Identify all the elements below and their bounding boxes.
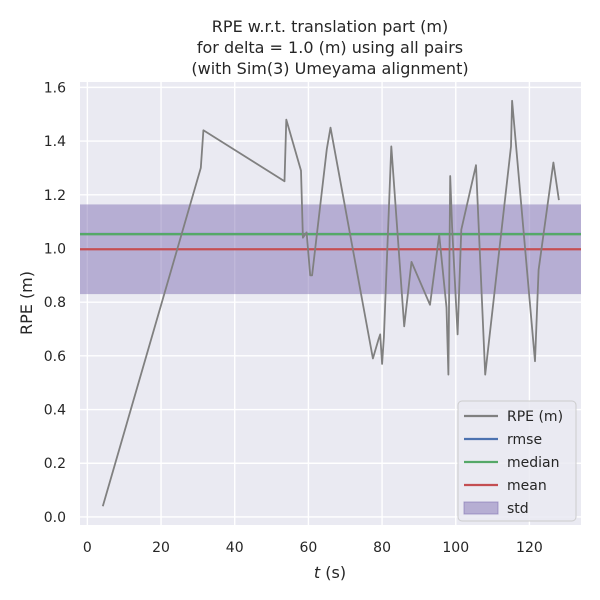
x-tick-label: 80 bbox=[373, 540, 391, 556]
y-tick-label: 0.2 bbox=[44, 456, 66, 472]
y-tick-label: 0.6 bbox=[44, 349, 66, 365]
y-tick-label: 1.0 bbox=[44, 241, 66, 257]
y-tick-label: 1.4 bbox=[44, 134, 66, 150]
legend-label: rmse bbox=[507, 432, 542, 448]
stat-lines-layer bbox=[80, 232, 581, 251]
legend: RPE (m) rmse median mean std bbox=[457, 400, 577, 522]
y-axis-label: RPE (m) bbox=[17, 271, 36, 335]
y-tick-label: 0.8 bbox=[44, 295, 66, 311]
y-tick-label: 0.0 bbox=[44, 510, 66, 526]
y-tick-label: 0.4 bbox=[44, 403, 66, 419]
x-tick-label: 60 bbox=[299, 540, 317, 556]
legend-label: RPE (m) bbox=[507, 409, 563, 425]
legend-label: median bbox=[507, 455, 559, 471]
legend-swatch bbox=[463, 501, 499, 515]
x-tick-label: 20 bbox=[152, 540, 170, 556]
chart-title: RPE w.r.t. translation part (m) for delt… bbox=[191, 17, 468, 78]
x-axis-label: t (s) bbox=[314, 563, 346, 582]
x-axis-variable: t bbox=[314, 563, 321, 582]
x-tick-label: 120 bbox=[516, 540, 543, 556]
y-tick-labels: 0.0 0.2 0.4 0.6 0.8 1.0 1.2 1.4 1.6 bbox=[44, 80, 66, 526]
x-tick-label: 100 bbox=[442, 540, 469, 556]
legend-label: std bbox=[507, 501, 529, 517]
x-tick-label: 0 bbox=[83, 540, 92, 556]
rpe-series-line bbox=[101, 99, 560, 507]
title-line-3: (with Sim(3) Umeyama alignment) bbox=[191, 59, 468, 78]
x-axis-unit: (s) bbox=[320, 563, 346, 582]
y-tick-label: 1.2 bbox=[44, 188, 66, 204]
series-layer bbox=[101, 99, 560, 507]
title-line-2: for delta = 1.0 (m) using all pairs bbox=[197, 38, 463, 57]
x-tick-labels: 0 20 40 60 80 100 120 bbox=[83, 540, 543, 556]
x-tick-label: 40 bbox=[226, 540, 244, 556]
legend-box bbox=[457, 400, 577, 522]
title-line-1: RPE w.r.t. translation part (m) bbox=[212, 17, 448, 36]
y-tick-label: 1.6 bbox=[44, 80, 66, 96]
legend-label: mean bbox=[507, 478, 547, 494]
